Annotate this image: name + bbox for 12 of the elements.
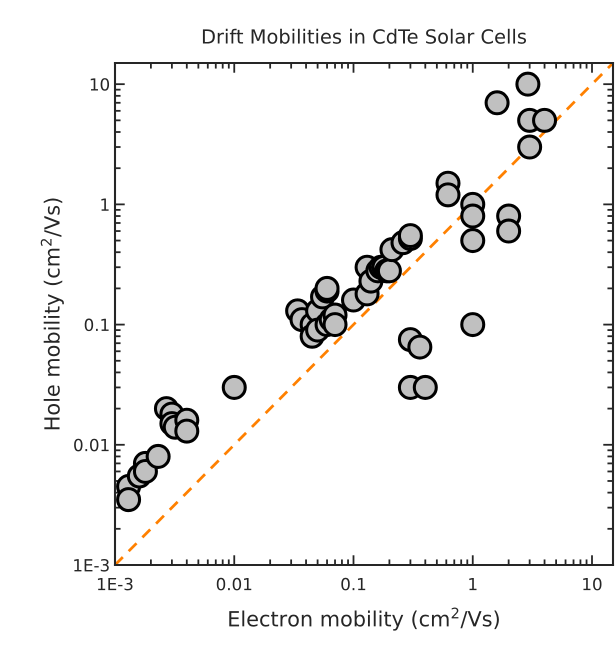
- y-tick-label: 0.1: [84, 318, 109, 332]
- y-tick-label: 0.01: [74, 438, 109, 452]
- y-tick-label: 1E-3: [74, 558, 109, 572]
- x-tick-label: 1: [469, 578, 477, 590]
- x-axis-title: Electron mobility (cm$^{2}$/Vs): [229, 608, 499, 631]
- x-tick-label: 0.01: [216, 578, 252, 590]
- y-tick-label: 10: [90, 78, 110, 91]
- x-tick-label: 10: [583, 578, 602, 590]
- chart-title: Drift Mobilities in CdTe Solar Cells: [202, 28, 526, 44]
- y-axis-title: Hole mobility (cm$^{2}$/Vs): [40, 198, 64, 430]
- y-tick-label: 1: [101, 198, 109, 211]
- x-tick-label: 0.1: [341, 578, 366, 590]
